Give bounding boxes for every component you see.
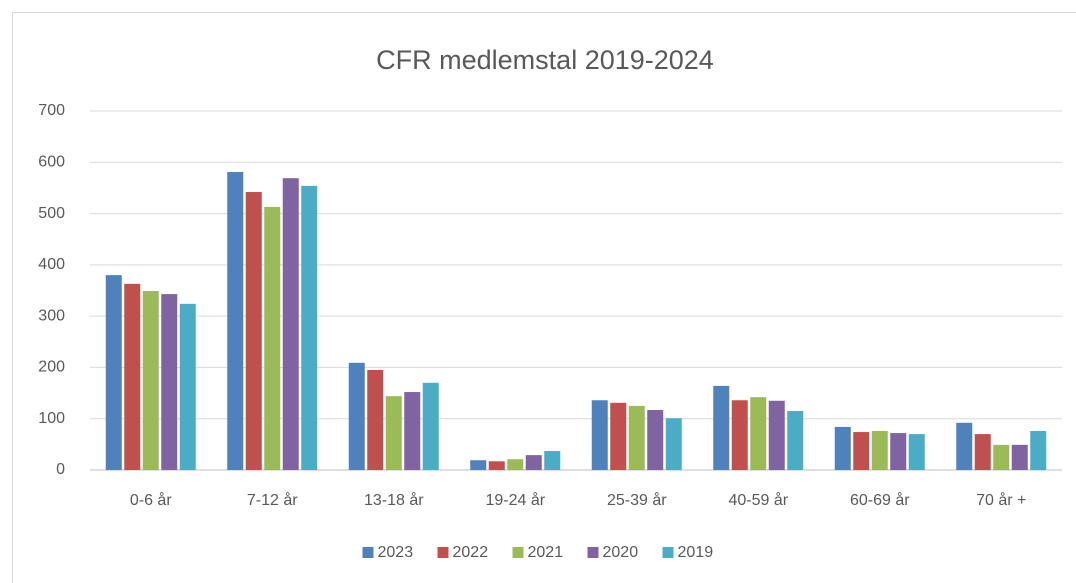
bar	[908, 434, 925, 470]
bar	[404, 392, 421, 470]
bar	[301, 185, 318, 470]
legend-label: 2021	[528, 544, 564, 561]
bar	[282, 178, 299, 471]
bar	[1030, 431, 1047, 470]
bar	[124, 283, 141, 470]
y-tick-label: 100	[38, 410, 65, 427]
bar	[787, 411, 804, 470]
legend-swatch	[437, 547, 449, 558]
bar	[245, 192, 262, 470]
y-tick-label: 200	[38, 359, 65, 376]
chart-title: CFR medlemstal 2019-2024	[376, 45, 714, 75]
bar	[507, 459, 524, 470]
legend-label: 2020	[603, 544, 639, 561]
bar	[871, 431, 888, 470]
legend-swatch	[662, 547, 674, 558]
bar	[750, 397, 767, 470]
bar	[105, 275, 122, 470]
bar	[488, 461, 505, 470]
y-tick-label: 300	[38, 307, 65, 324]
bar	[628, 405, 645, 470]
x-tick-label: 13-18 år	[364, 491, 424, 509]
bar	[853, 432, 870, 470]
bar	[422, 382, 439, 470]
x-tick-label: 25-39 år	[607, 491, 667, 509]
bar	[713, 385, 730, 470]
legend-swatch	[587, 547, 599, 558]
bar	[385, 396, 402, 470]
y-tick-label: 700	[38, 102, 65, 119]
bar	[264, 206, 281, 470]
bar	[993, 444, 1010, 470]
bar	[768, 400, 785, 470]
bar	[525, 455, 542, 470]
bar	[665, 418, 682, 470]
legend-label: 2023	[378, 544, 414, 561]
bar	[974, 434, 991, 470]
bar	[956, 422, 973, 470]
x-tick-label: 40-59 år	[728, 491, 788, 509]
y-tick-label: 0	[56, 461, 65, 478]
x-tick-label: 60-69 år	[850, 491, 910, 509]
bar	[1011, 444, 1028, 470]
bar	[161, 294, 178, 470]
bar	[890, 433, 907, 470]
bar	[647, 409, 664, 470]
bar	[834, 426, 851, 470]
x-tick-label: 0-6 år	[130, 491, 172, 509]
legend-label: 2022	[453, 544, 489, 561]
y-tick-label: 500	[38, 205, 65, 222]
x-tick-label: 7-12 år	[247, 491, 298, 509]
bar	[348, 362, 365, 470]
bar	[470, 460, 487, 470]
y-tick-label: 400	[38, 256, 65, 273]
x-tick-label: 70 år +	[976, 491, 1026, 509]
bar	[610, 402, 627, 470]
legend-swatch	[512, 547, 524, 558]
bar	[367, 369, 384, 470]
chart-border	[12, 12, 1076, 583]
bar	[142, 291, 159, 470]
legend-swatch	[362, 547, 374, 558]
bar	[179, 303, 196, 470]
y-tick-label: 600	[38, 154, 65, 171]
bar	[544, 451, 561, 470]
bar	[591, 400, 608, 470]
bar	[227, 172, 244, 470]
x-tick-label: 19-24 år	[485, 491, 545, 509]
bar	[731, 400, 748, 470]
legend-label: 2019	[678, 544, 714, 561]
